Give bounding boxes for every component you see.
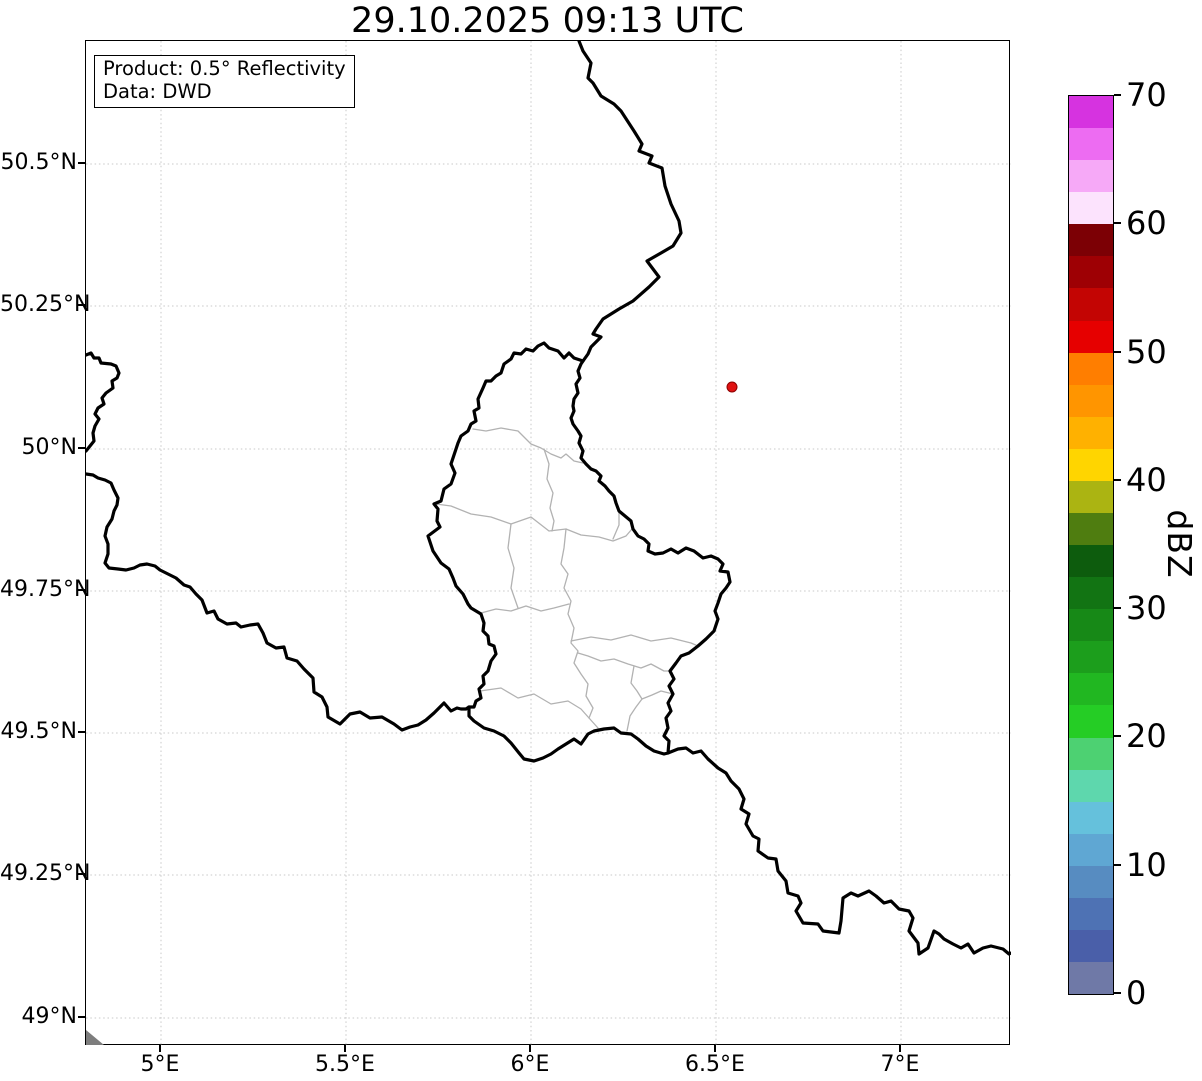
colorbar-tick <box>1114 735 1121 738</box>
colorbar-band <box>1069 320 1113 353</box>
radar-site-marker <box>726 381 738 393</box>
colorbar-tick-label: 30 <box>1126 589 1167 628</box>
colorbar-band <box>1069 96 1113 129</box>
colorbar-band <box>1069 769 1113 802</box>
canton-border-line <box>543 448 555 532</box>
colorbar-band <box>1069 545 1113 578</box>
y-axis-tick <box>78 1016 85 1018</box>
colorbar <box>1068 95 1114 995</box>
colorbar-band <box>1069 833 1113 866</box>
colorbar-band <box>1069 897 1113 931</box>
x-tick-label: 6°E <box>510 1052 550 1077</box>
y-tick-label: 49.75°N <box>0 577 91 602</box>
colorbar-band <box>1069 288 1113 321</box>
colorbar-tick-label: 0 <box>1126 974 1147 1012</box>
border-france-belgium-upper <box>86 351 121 453</box>
y-axis-tick <box>78 873 85 875</box>
colorbar-tick <box>1114 350 1121 353</box>
canton-border-line <box>626 665 643 732</box>
colorbar-band <box>1069 737 1113 770</box>
colorbar-band <box>1069 416 1113 449</box>
colorbar-band <box>1069 801 1113 834</box>
x-axis-tick <box>344 1045 346 1052</box>
y-tick-label: 50.5°N <box>0 150 77 175</box>
colorbar-tick <box>1114 478 1121 481</box>
colorbar-tick <box>1114 222 1121 225</box>
canton-border-line <box>479 687 590 719</box>
x-axis-tick <box>899 1045 901 1052</box>
colorbar-band <box>1069 480 1113 514</box>
x-axis-tick <box>529 1045 531 1052</box>
colorbar-tick <box>1114 992 1121 994</box>
colorbar-axis-label: dBZ <box>1160 509 1199 579</box>
colorbar-band <box>1069 384 1113 417</box>
border-luxembourg <box>426 341 732 763</box>
canton-border-line <box>507 523 519 609</box>
colorbar-tick-label: 50 <box>1126 332 1167 371</box>
colorbar-tick-label: 10 <box>1126 845 1167 884</box>
y-tick-label: 49.25°N <box>0 861 91 886</box>
colorbar-tick-label: 70 <box>1126 76 1167 114</box>
colorbar-band <box>1069 962 1113 995</box>
colorbar-tick <box>1114 607 1121 610</box>
border-belgium-germany <box>577 41 683 363</box>
y-axis-tick <box>78 589 85 591</box>
canton-border-line <box>480 603 570 614</box>
canton-border-line <box>560 528 599 729</box>
colorbar-band <box>1069 448 1113 481</box>
y-tick-label: 49.5°N <box>0 719 77 744</box>
colorbar-band <box>1069 673 1113 706</box>
canton-border-line <box>435 503 633 542</box>
y-axis-tick <box>78 447 85 449</box>
colorbar-tick <box>1114 94 1121 96</box>
colorbar-band <box>1069 160 1113 193</box>
corner-clip-triangle <box>86 1030 104 1045</box>
colorbar-band <box>1069 224 1113 257</box>
canton-border-line <box>472 427 584 464</box>
canton-border-line <box>577 652 671 672</box>
y-axis-tick <box>78 731 85 733</box>
colorbar-band <box>1069 352 1113 385</box>
data-source-line: Data: DWD <box>103 79 212 103</box>
canton-border-line <box>641 690 674 700</box>
product-info-line: Product: 0.5° Reflectivity <box>103 57 346 80</box>
x-tick-label: 7°E <box>880 1052 920 1077</box>
colorbar-band <box>1069 128 1113 161</box>
colorbar-tick <box>1114 863 1121 866</box>
colorbar-band <box>1069 865 1113 898</box>
colorbar-band <box>1069 641 1113 674</box>
y-tick-label: 50°N <box>21 435 77 460</box>
y-tick-label: 50.25°N <box>0 292 91 317</box>
colorbar-band <box>1069 609 1113 642</box>
colorbar-band <box>1069 705 1113 738</box>
canton-border-line <box>612 510 620 540</box>
y-axis-tick <box>78 162 85 164</box>
colorbar-tick-label: 60 <box>1126 204 1167 243</box>
map-svg <box>86 41 1011 1046</box>
x-tick-label: 5°E <box>140 1052 180 1077</box>
colorbar-band <box>1069 192 1113 225</box>
colorbar-band <box>1069 256 1113 289</box>
x-tick-label: 5.5°E <box>315 1052 375 1077</box>
product-info-box: Product: 0.5° Reflectivity Data: DWD <box>94 55 355 108</box>
colorbar-band <box>1069 577 1113 610</box>
y-tick-label: 49°N <box>21 1004 77 1029</box>
colorbar-band <box>1069 930 1113 963</box>
x-axis-tick <box>714 1045 716 1052</box>
colorbar-tick-label: 20 <box>1126 717 1167 756</box>
colorbar-band <box>1069 513 1113 546</box>
map-plot-area: Product: 0.5° Reflectivity Data: DWD <box>85 40 1011 1046</box>
border-france-belgium <box>86 472 471 732</box>
x-axis-tick <box>159 1045 161 1052</box>
y-axis-tick <box>78 304 85 306</box>
figure-title: 29.10.2025 09:13 UTC <box>351 1 744 41</box>
canton-border-line <box>570 634 699 647</box>
border-france-germany <box>666 746 1011 956</box>
colorbar-tick-label: 40 <box>1126 460 1167 499</box>
x-tick-label: 6.5°E <box>685 1052 745 1077</box>
